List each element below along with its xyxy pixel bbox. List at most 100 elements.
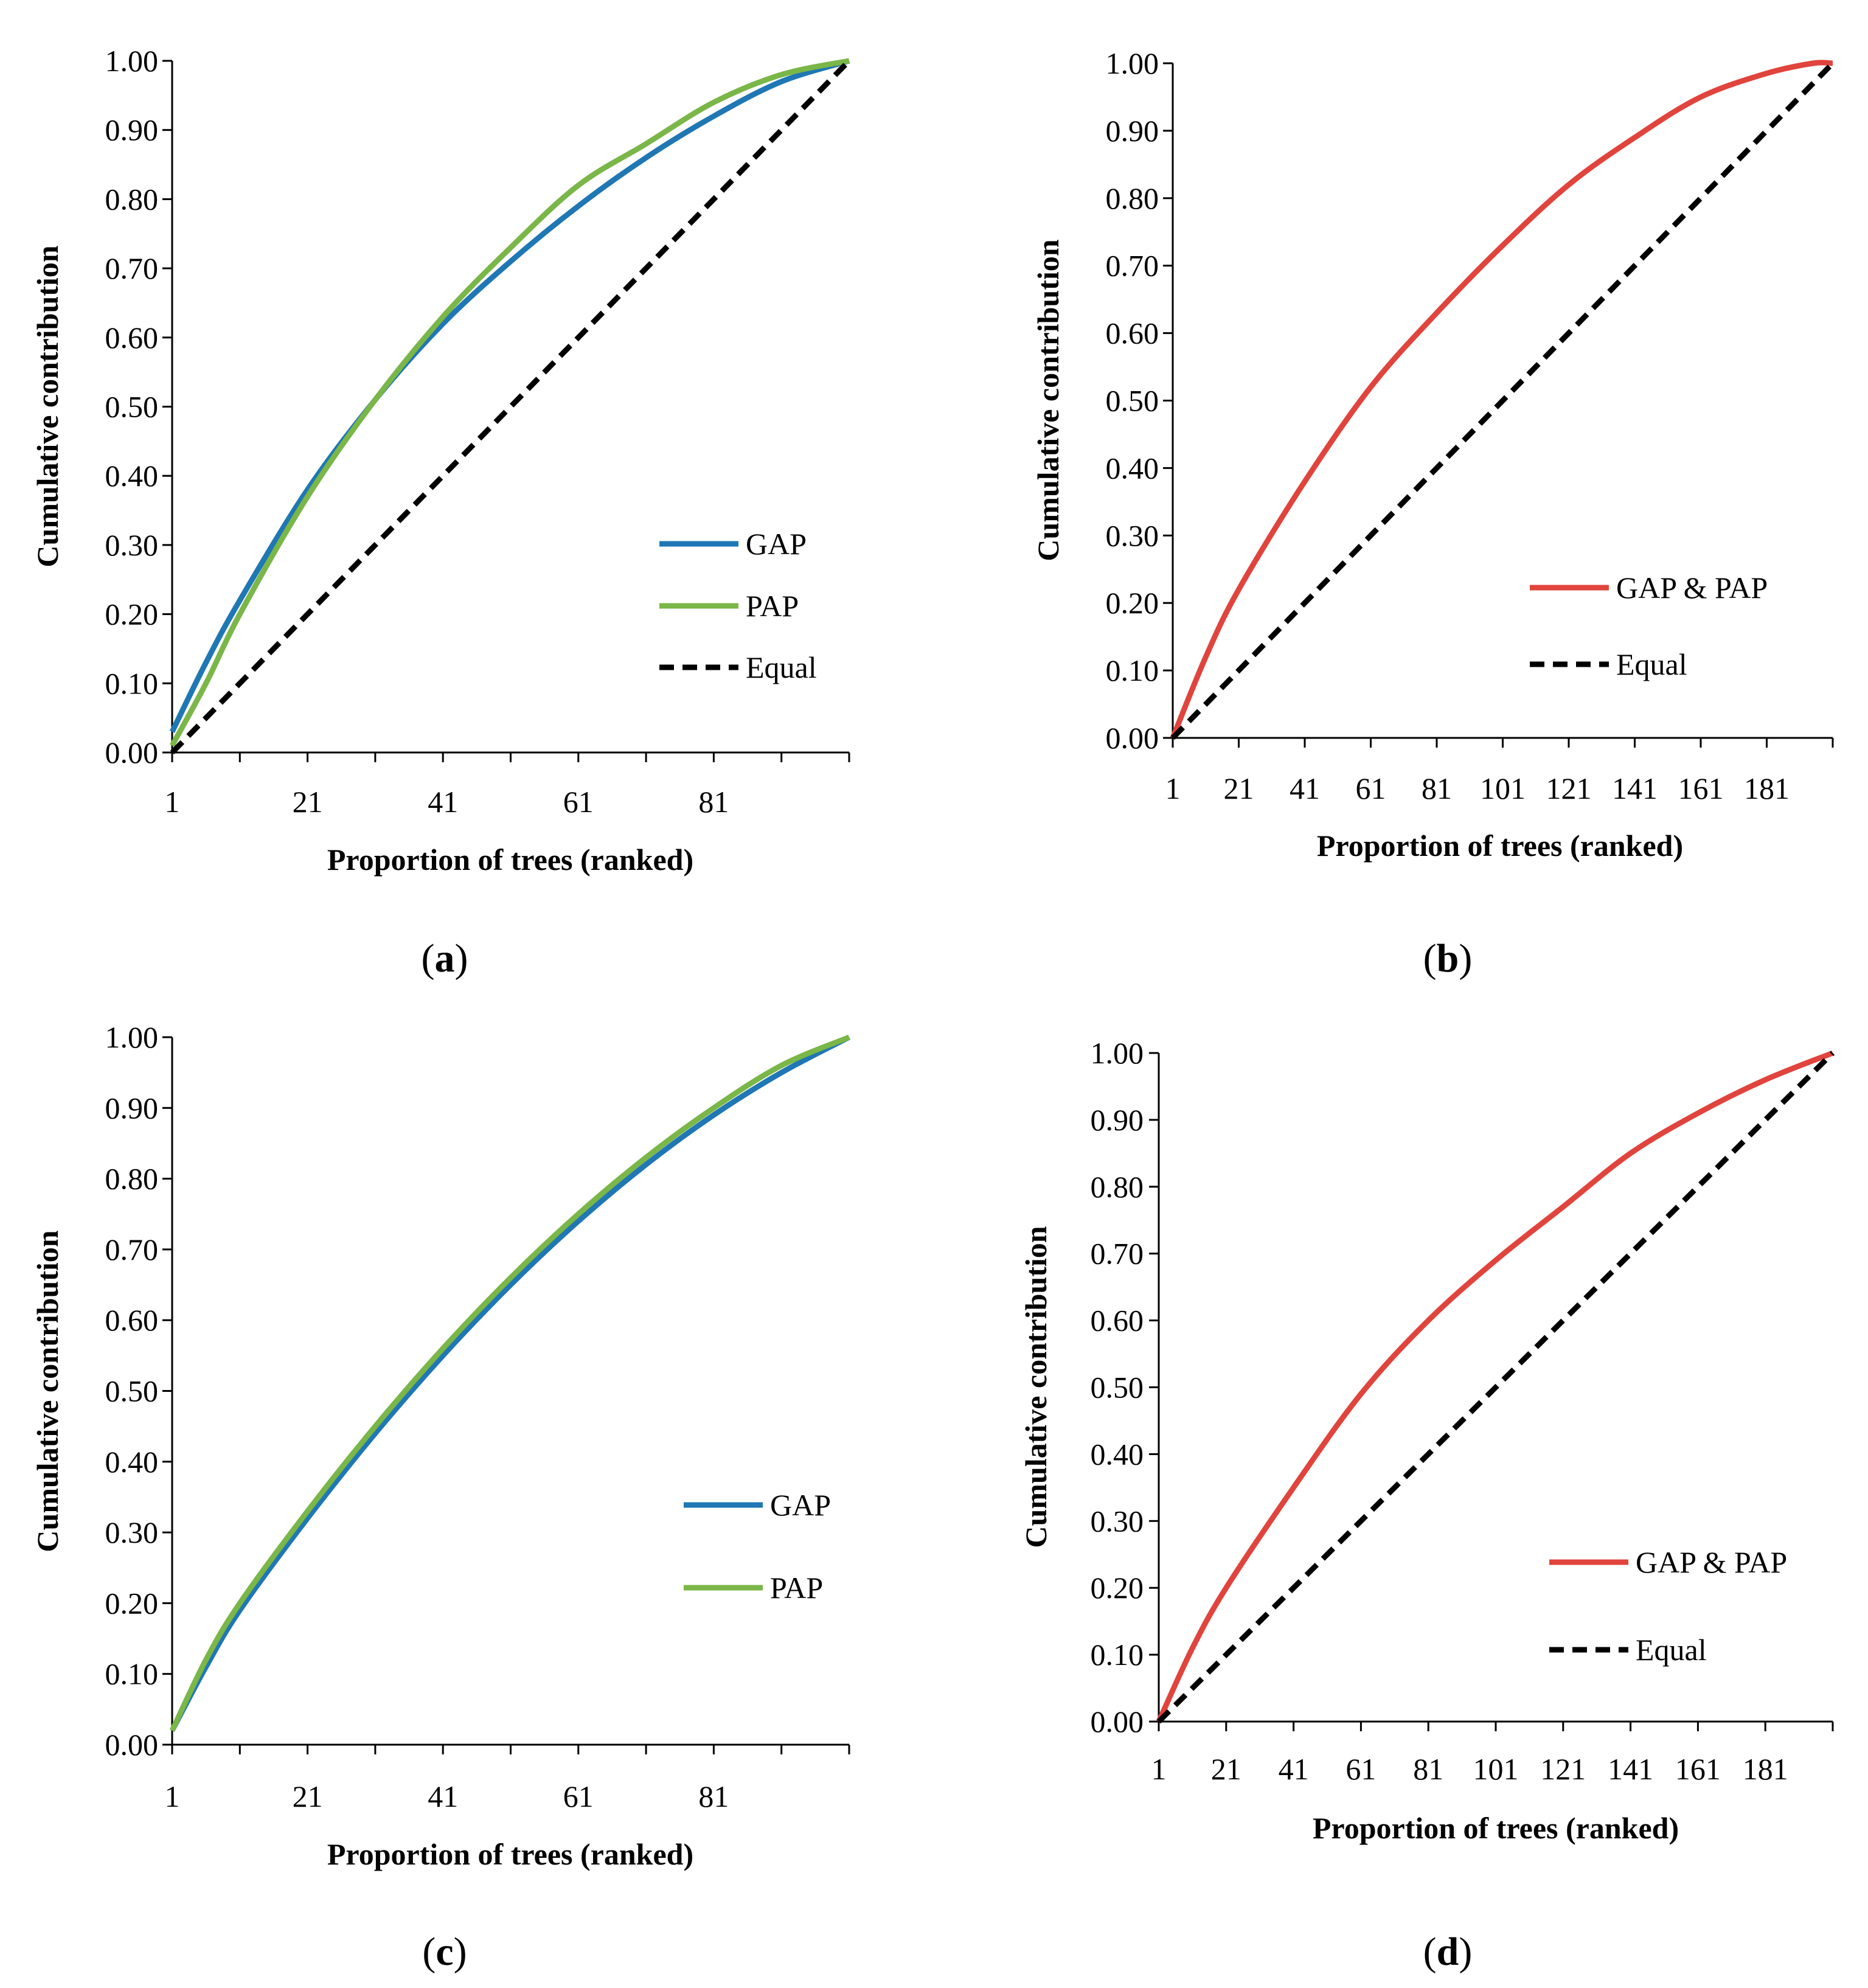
y-tick-label: 0.20 [105,1586,159,1620]
y-tick-label: 0.80 [1106,181,1159,215]
x-tick-label: 21 [293,1779,323,1813]
panel-caption: (c) [422,1930,467,1974]
chart-panel-c: 0.00 0.10 0.20 0.30 0.40 0.50 0.60 0.70 0.80 0.90… [30,1020,851,1974]
y-tick-label: 0.00 [105,735,159,770]
y-tick-label: 0.70 [1091,1237,1144,1271]
x-tick-label: 161 [1675,1752,1721,1786]
y-tick-label: 0.80 [1091,1170,1144,1204]
legend-label: Equal [1636,1633,1707,1667]
y-tick-label: 1.00 [1106,46,1159,80]
y-tick-label: 0.40 [1091,1437,1144,1471]
x-tick-label: 141 [1608,1752,1653,1786]
series-line-gap [170,1035,851,1732]
x-tick-label: 101 [1480,771,1526,805]
caption-letter: a [435,936,455,981]
caption-letter: c [436,1930,453,1974]
caption-letter: d [1437,1930,1459,1974]
x-tick-label: 21 [1211,1752,1241,1786]
x-tick-label: 21 [293,785,323,819]
y-tick-label: 0.20 [105,597,159,631]
x-tick-label: 121 [1546,771,1592,805]
series-line-gap-pap [1170,60,1833,739]
series-line-pap [169,1034,850,1732]
y-tick-label: 0.60 [105,321,159,355]
x-tick-label: 181 [1743,1752,1788,1786]
y-tick-label: 0.70 [105,251,159,285]
x-tick-label: 41 [1279,1752,1309,1786]
y-tick-label: 0.40 [105,1445,159,1479]
y-tick-label: 0.90 [105,1091,159,1125]
x-tick-label: 141 [1612,771,1658,805]
x-tick-label: 41 [1290,771,1320,805]
x-tick-label: 41 [428,1779,458,1813]
x-tick-label: 61 [1356,771,1386,805]
x-tick-label: 161 [1678,771,1724,805]
panel-caption: (a) [422,936,468,981]
x-tick-label: 81 [1422,771,1452,805]
caption-open: ( [1423,1930,1437,1974]
y-tick-label: 0.60 [1106,316,1159,350]
caption-close: ) [455,936,468,981]
y-tick-label: 0.20 [1106,586,1159,620]
caption-close: ) [454,1930,467,1974]
x-tick-label: 101 [1473,1752,1519,1786]
legend-label: PAP [746,589,799,623]
y-tick-label: 0.10 [105,1657,159,1691]
x-tick-label: 1 [1151,1752,1167,1786]
legend-label: GAP & PAP [1616,571,1768,605]
caption-open: ( [1423,936,1437,981]
y-tick-label: 0.40 [1106,451,1159,485]
x-axis-title: Proportion of trees (ranked) [327,843,693,877]
y-tick-label: 0.30 [1106,518,1159,552]
y-tick-label: 0.60 [1091,1304,1144,1338]
y-tick-label: 1.00 [1091,1036,1144,1070]
y-tick-label: 0.80 [105,1162,159,1196]
y-axis-title: Cumulative contribution [30,1230,64,1552]
y-axis-title: Cumulative contribution [1031,239,1065,561]
x-tick-label: 1 [165,785,180,819]
caption-close: ) [1459,936,1472,981]
series-line-equal [1156,1051,1835,1724]
y-tick-label: 0.30 [105,1515,159,1549]
x-axis-title: Proportion of trees (ranked) [1317,829,1683,863]
x-axis-title: Proportion of trees (ranked) [327,1837,693,1871]
caption-letter: b [1437,936,1459,981]
legend-label: Equal [1616,647,1687,681]
x-tick-label: 41 [428,785,458,819]
y-tick-label: 0.50 [105,1374,159,1408]
series-line-equal [170,58,852,755]
series-line-pap [170,58,850,747]
y-tick-label: 0.00 [105,1728,159,1762]
y-tick-label: 0.90 [105,113,159,147]
x-tick-label: 1 [165,1779,180,1813]
y-tick-label: 0.20 [1091,1571,1144,1605]
y-tick-label: 0.10 [105,666,159,700]
y-tick-label: 0.50 [105,390,159,424]
x-tick-label: 1 [1165,771,1181,805]
y-tick-label: 0.10 [1091,1638,1144,1672]
y-tick-label: 0.90 [1106,114,1159,148]
x-tick-label: 21 [1224,771,1254,805]
y-axis-title: Cumulative contribution [1019,1226,1053,1548]
y-tick-label: 0.70 [1106,249,1159,283]
y-tick-label: 0.60 [105,1303,159,1337]
x-tick-label: 61 [563,1779,594,1813]
x-tick-label: 81 [1413,1752,1443,1786]
legend-label: GAP [746,527,807,561]
x-tick-label: 121 [1540,1752,1586,1786]
y-tick-label: 0.50 [1106,384,1159,418]
caption-close: ) [1459,1930,1472,1974]
y-axis-title: Cumulative contribution [30,245,64,567]
panel-caption: (d) [1423,1930,1473,1974]
y-tick-label: 0.50 [1091,1371,1144,1405]
y-tick-label: 0.70 [105,1232,159,1267]
panel-caption: (b) [1423,936,1473,981]
series-line-equal [1170,61,1835,740]
y-tick-label: 0.10 [1106,653,1159,687]
y-tick-label: 0.30 [1091,1504,1144,1538]
caption-open: ( [422,1930,436,1974]
caption-open: ( [422,936,435,981]
chart-panel-b: 0.00 0.10 0.20 0.30 0.40 0.50 0.60 0.70 0.80 0.90… [1031,46,1835,981]
y-tick-label: 1.00 [105,1020,159,1054]
series-line-gap [169,58,850,733]
